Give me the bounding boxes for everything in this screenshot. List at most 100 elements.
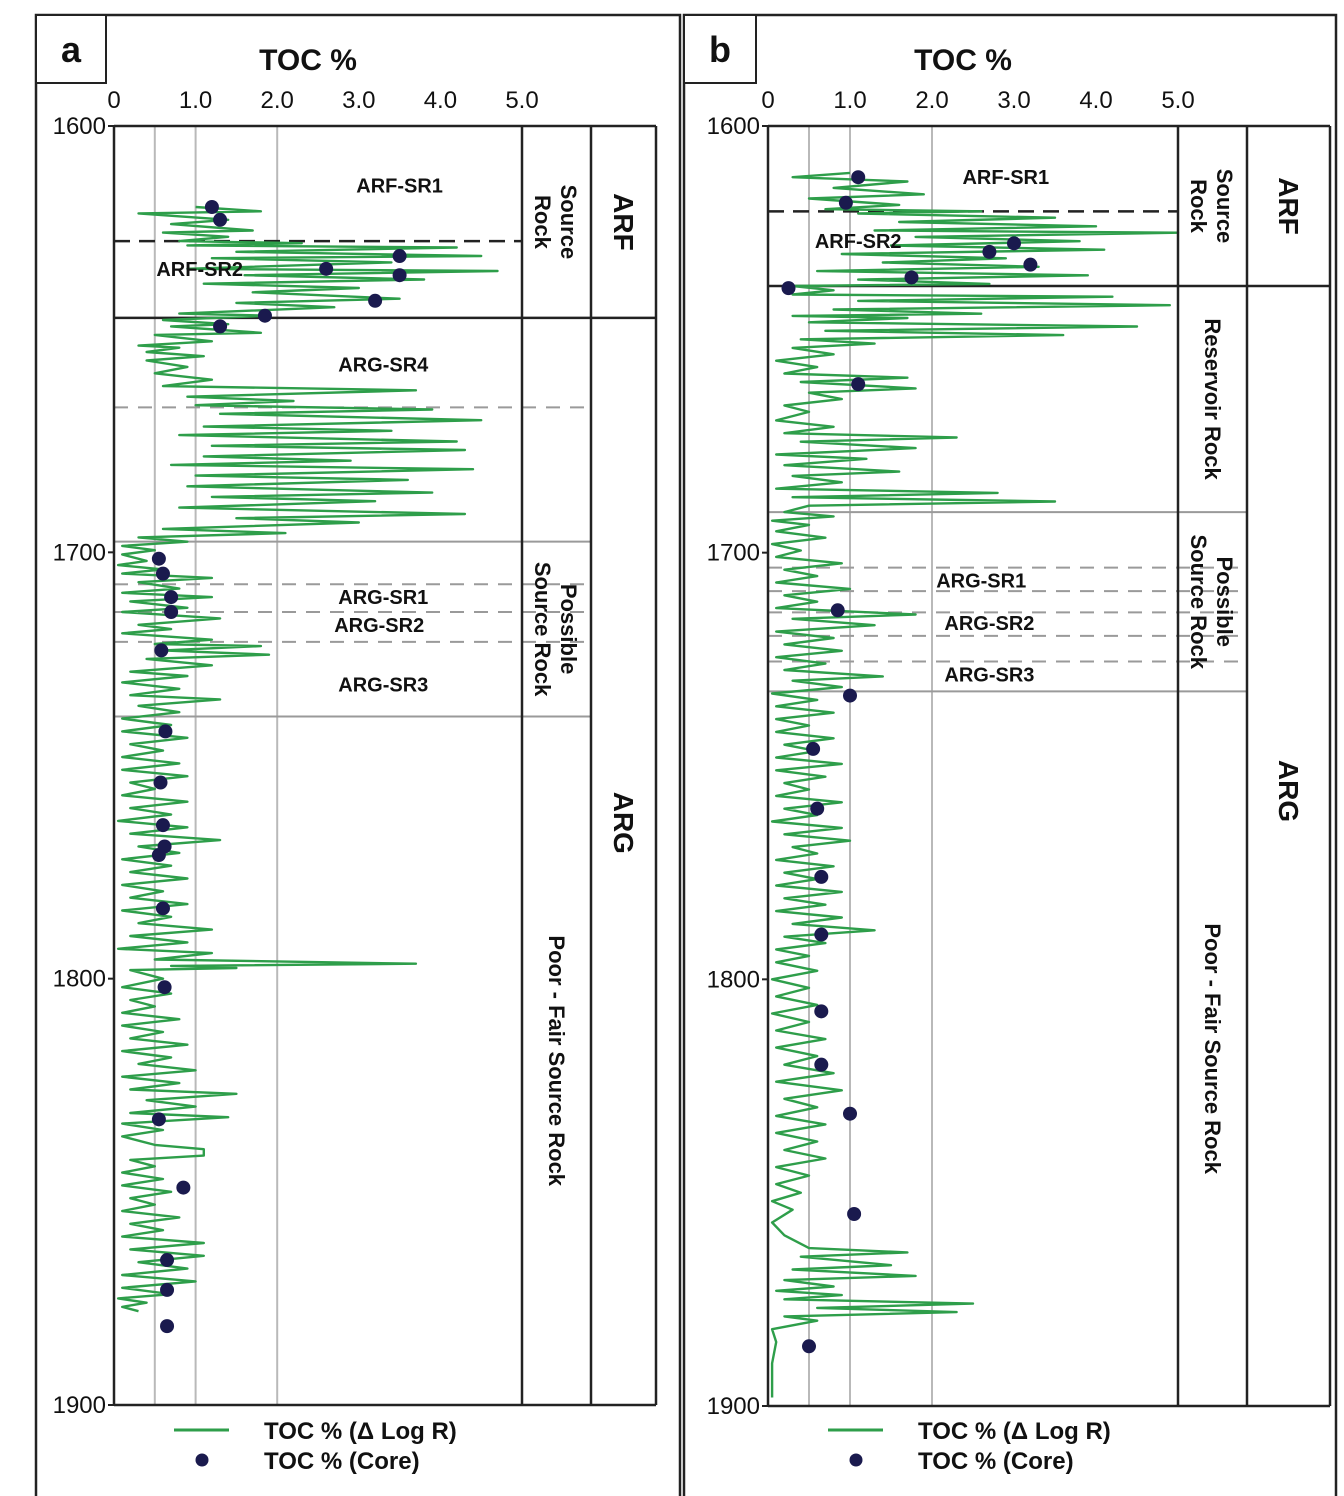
panel-a-series-toc-log-line <box>116 205 499 1313</box>
panel-a-core-point <box>368 293 383 308</box>
panel-b-rock-label: Source Rock <box>1186 534 1211 669</box>
panel-b-core-point <box>814 927 829 942</box>
panel-a-y-tick-label: 1800 <box>53 966 106 993</box>
panel-b-x-tick-label: 4.0 <box>1079 87 1112 114</box>
panel-a-core-point <box>257 308 272 323</box>
panel-a-zone-label: ARG-SR3 <box>338 674 428 696</box>
panel-a-legend-entry: TOC % (Core) <box>264 1448 420 1475</box>
panel-b-core-point <box>781 281 796 296</box>
panel-b-zone-label: ARG-SR2 <box>944 613 1034 635</box>
panel-b-legend-entry: TOC % (Δ Log R) <box>918 1418 1111 1445</box>
panel-b-zone-label: ARG-SR3 <box>944 664 1034 686</box>
panel-a: a TOC % 0 1.0 2.0 3.0 4.0 5.0 1600 1700 1800 1900 AR… <box>34 13 682 1496</box>
panel-b-core-point <box>982 244 997 259</box>
panel-a-core-point <box>160 1253 175 1268</box>
panel-b-core-point <box>814 869 829 884</box>
panel-b-frame <box>682 13 1338 1496</box>
panel-a-core-point <box>151 848 166 863</box>
panel-a-core-point <box>160 1319 175 1334</box>
panel-a-legend-dot-swatch <box>195 1453 209 1467</box>
panel-a-core-point <box>392 268 407 283</box>
panel-b-core-point <box>802 1339 816 1354</box>
panel-a-core-point <box>213 212 228 227</box>
panel-a-core-point <box>154 643 169 658</box>
panel-b-core-point <box>1007 236 1021 251</box>
panel-b: b TOC % 0 1.0 2.0 3.0 4.0 5.0 1600 1700 1800 1900 AR… <box>682 13 1338 1496</box>
panel-a-core-point <box>160 1282 175 1297</box>
panel-a-core-point <box>164 605 179 620</box>
panel-b-core-point <box>838 195 853 210</box>
panel-b-title: TOC % <box>914 44 1012 77</box>
panel-b-y-tick-label: 1900 <box>707 1393 760 1420</box>
panel-a-y-tick-label: 1600 <box>53 113 106 140</box>
panel-b-rock-label: Possible <box>1212 556 1237 646</box>
panel-a-rock-label: Possible <box>556 584 581 674</box>
panel-b-rock-label: Reservoir Rock <box>1200 318 1225 480</box>
panel-a-rock-label: Source <box>556 185 581 260</box>
panel-a-core-point <box>155 818 170 833</box>
panel-b-core-point <box>847 1207 862 1221</box>
panel-a-core-point <box>155 566 170 581</box>
panel-b-formation-label: ARG <box>1273 760 1304 822</box>
panel-a-core-point <box>151 551 166 566</box>
panel-a-x-tick-label: 0 <box>107 87 120 114</box>
panel-a-x-tick-label: 4.0 <box>424 87 457 114</box>
panel-b-core-point <box>843 688 857 703</box>
panel-b-rock-label: Poor - Fair Source Rock <box>1200 923 1225 1174</box>
panel-a-legend-entry: TOC % (Δ Log R) <box>264 1418 457 1445</box>
panel-a-x-tick-label: 1.0 <box>179 87 212 114</box>
panel-b-y-tick-label: 1700 <box>707 540 760 567</box>
panel-b-core-point <box>843 1106 857 1121</box>
panel-b-x-tick-label: 3.0 <box>997 87 1030 114</box>
panel-a-label: a <box>61 29 82 70</box>
panel-b-core-point <box>830 603 845 618</box>
panel-a-core-point <box>319 261 334 276</box>
panel-b-core-point <box>814 1057 829 1072</box>
panel-a-x-tick-label: 3.0 <box>342 87 375 114</box>
panel-a-core-point <box>204 200 219 215</box>
panel-b-legend-entry: TOC % (Core) <box>918 1448 1074 1475</box>
panel-a-formation-label: ARG <box>608 792 639 854</box>
panel-a-zone-label: ARG-SR1 <box>338 587 428 609</box>
panel-a-zone-label: ARF-SR2 <box>156 259 243 281</box>
panel-a-rock-label: Rock <box>530 195 555 250</box>
panel-b-legend-dot-swatch <box>849 1453 863 1467</box>
panel-b-core-point <box>1023 257 1038 272</box>
panel-a-formation-label: ARF <box>608 193 639 251</box>
panel-b-series-toc-log-line <box>770 171 1180 1398</box>
panel-a-core-point <box>176 1180 191 1195</box>
panel-b-core-point <box>904 270 919 285</box>
panel-b-label: b <box>709 29 731 70</box>
panel-a-zone-label: ARF-SR1 <box>356 176 443 198</box>
panel-b-core-point <box>814 1004 829 1019</box>
panel-b-formation-label: ARF <box>1273 177 1304 235</box>
panel-a-core-point <box>151 1112 166 1127</box>
panel-a-rock-label: Poor - Fair Source Rock <box>544 935 569 1186</box>
panel-b-zone-label: ARF-SR2 <box>815 231 902 253</box>
panel-b-y-tick-label: 1800 <box>707 966 760 993</box>
panel-a-y-tick-label: 1700 <box>53 539 106 566</box>
panel-b-zone-label: ARF-SR1 <box>962 167 1049 189</box>
panel-b-x-tick-label: 1.0 <box>833 87 866 114</box>
panel-b-label-box <box>683 14 757 84</box>
panel-a-core-point <box>392 249 407 264</box>
panel-b-x-tick-label: 2.0 <box>915 87 948 114</box>
panel-b-core-point <box>851 170 866 185</box>
panel-b-core-point <box>806 741 821 756</box>
panel-a-label-box <box>35 14 107 84</box>
panel-a-core-point <box>158 724 173 739</box>
panel-a-zone-label: ARG-SR4 <box>338 355 429 377</box>
panel-b-core-point <box>851 377 866 392</box>
panel-b-y-tick-label: 1600 <box>707 113 760 140</box>
panel-a-x-tick-label: 2.0 <box>261 87 294 114</box>
panel-a-core-point <box>213 319 228 334</box>
panel-b-core-point <box>810 801 825 816</box>
panel-a-rock-label: Source Rock <box>530 562 555 697</box>
panel-b-x-tick-label: 5.0 <box>1161 87 1194 114</box>
panel-b-rock-label: Rock <box>1186 179 1211 234</box>
panel-b-x-tick-label: 0 <box>761 87 774 114</box>
panel-a-x-tick-label: 5.0 <box>505 87 538 114</box>
panel-b-rock-label: Source <box>1212 169 1237 244</box>
panel-a-core-point <box>157 980 172 995</box>
